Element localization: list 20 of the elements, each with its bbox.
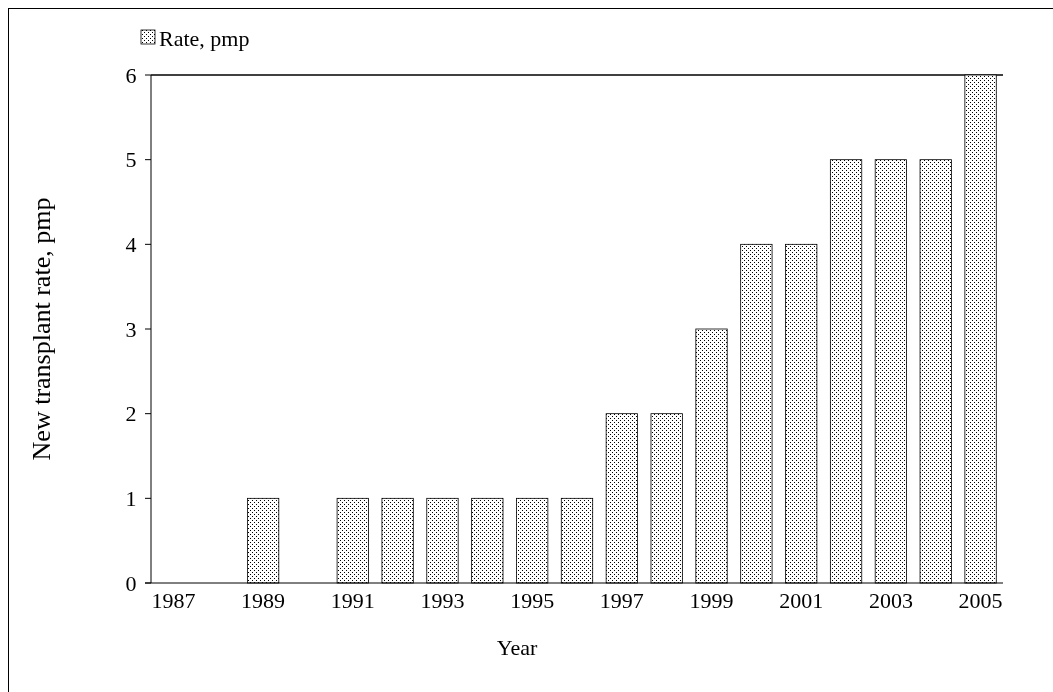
x-tick-label: 1991 (330, 588, 375, 613)
x-tick-label: 1993 (420, 588, 465, 613)
y-axis-title: New transplant rate, pmp (27, 197, 56, 461)
y-tick-label: 6 (125, 62, 137, 88)
x-tick-label: 2005 (958, 588, 1003, 613)
legend-label: Rate, pmp (159, 25, 250, 51)
x-tick-label: 1997 (599, 588, 644, 613)
y-tick-label: 5 (125, 147, 137, 173)
y-tick-label: 2 (125, 401, 137, 427)
y-tick-label: 4 (125, 232, 137, 258)
x-tick-label: 1995 (510, 588, 555, 613)
y-tick-label: 0 (125, 570, 137, 596)
x-tick-label: 2003 (868, 588, 913, 613)
x-axis-title: Year (496, 635, 538, 660)
x-tick-label: 1989 (241, 588, 286, 613)
x-tick-label: 2001 (779, 588, 824, 613)
y-tick-label: 1 (125, 486, 137, 512)
y-tick-label: 3 (125, 316, 137, 342)
x-tick-label: 1987 (151, 588, 196, 613)
x-tick-label: 1999 (689, 588, 734, 613)
